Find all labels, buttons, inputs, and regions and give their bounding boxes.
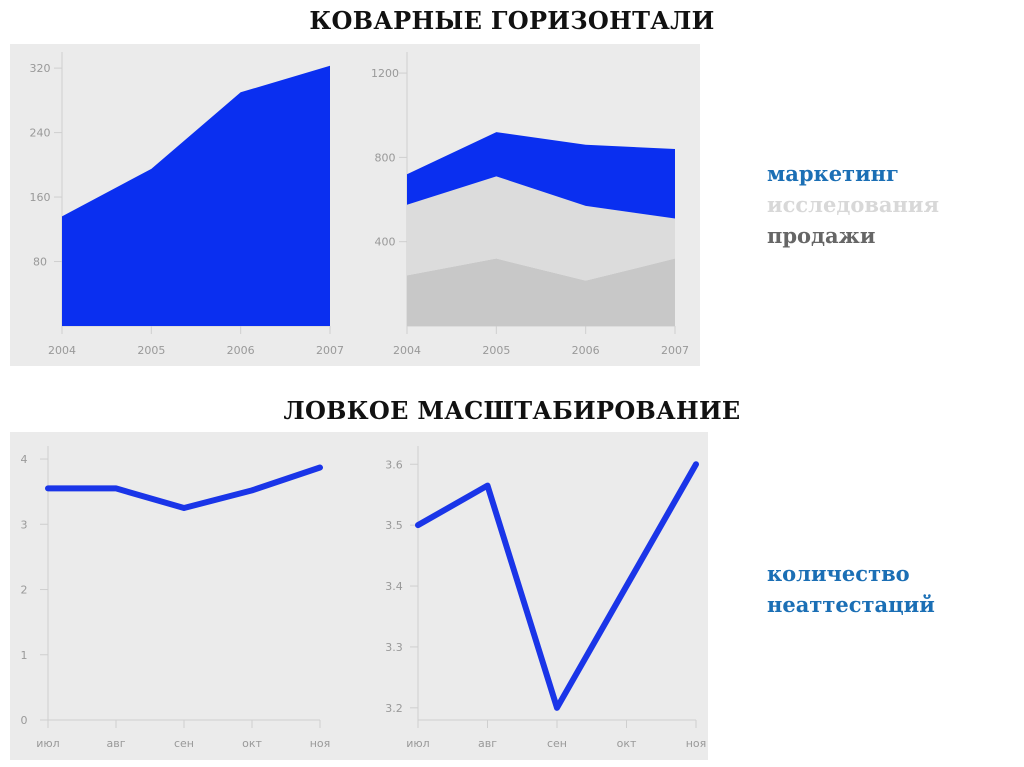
area-chart-single: 80 160 240 320 2004 2005 2006 2007 xyxy=(30,52,344,357)
y-tick-label: 0 xyxy=(21,714,28,727)
chart-panel-top: 80 160 240 320 2004 2005 2006 2007 400 800 1200 20… xyxy=(10,44,700,366)
x-tick-label: сен xyxy=(174,737,194,750)
legend-bottom: количество неаттестаций xyxy=(767,558,935,620)
data-point xyxy=(115,487,117,490)
legend-item-research: исследования xyxy=(767,192,939,217)
area-series-1 xyxy=(407,176,675,281)
y-tick-label: 320 xyxy=(30,62,51,75)
data-point xyxy=(556,706,558,709)
legend-item-count: количество xyxy=(767,561,910,586)
line-series-0 xyxy=(45,464,323,511)
x-tick-label: 2007 xyxy=(316,344,344,357)
data-point xyxy=(417,524,419,527)
x-tick-label: окт xyxy=(617,737,637,750)
data-point xyxy=(486,484,489,487)
x-tick-label: ноя xyxy=(310,737,331,750)
y-tick-label: 3.3 xyxy=(385,641,403,654)
area-series-0 xyxy=(407,258,675,326)
y-tick-label: 3 xyxy=(21,518,28,531)
area-series-0 xyxy=(62,65,330,326)
area-chart-stacked: 400 800 1200 2004 2005 2006 2007 xyxy=(371,52,689,357)
y-tick-label: 400 xyxy=(375,236,396,249)
y-tick-label: 3.6 xyxy=(385,458,403,471)
y-tick-label: 240 xyxy=(30,127,51,140)
area-series-2 xyxy=(407,132,675,219)
y-tick-label: 4 xyxy=(21,453,28,466)
line-series-0 xyxy=(415,461,699,711)
x-tick-label: сен xyxy=(547,737,567,750)
legend-top: маркетинг исследования продажи xyxy=(767,158,939,251)
slide-heading-bottom: ЛОВКОЕ МАСШТАБИРОВАНИЕ xyxy=(283,396,741,425)
x-tick-label: 2004 xyxy=(393,344,421,357)
x-tick-label: 2006 xyxy=(227,344,255,357)
data-point xyxy=(695,463,697,466)
chart-panel-bottom: 0 1 2 3 4 июл авг сен окт ноя 3.2 3.3 3.4 3.5 3.6 июл а… xyxy=(10,432,708,760)
line-chart-full-scale: 0 1 2 3 4 июл авг сен окт ноя xyxy=(21,446,331,750)
y-tick-label: 3.5 xyxy=(385,519,403,532)
x-tick-label: 2006 xyxy=(572,344,600,357)
data-point xyxy=(47,487,49,490)
line-chart-zoomed-scale: 3.2 3.3 3.4 3.5 3.6 июл авг сен окт ноя xyxy=(385,446,707,750)
y-tick-label: 1 xyxy=(21,649,28,662)
legend-item-sales: продажи xyxy=(767,223,876,248)
x-tick-label: 2005 xyxy=(137,344,165,357)
y-tick-label: 3.2 xyxy=(385,702,403,715)
y-tick-label: 2 xyxy=(21,584,28,597)
legend-item-marketing: маркетинг xyxy=(767,161,899,186)
y-tick-label: 80 xyxy=(33,256,47,269)
x-tick-label: ноя xyxy=(686,737,707,750)
slide-heading-top: КОВАРНЫЕ ГОРИЗОНТАЛИ xyxy=(309,6,715,35)
data-point xyxy=(625,585,628,588)
data-point xyxy=(183,506,185,509)
x-tick-label: июл xyxy=(406,737,429,750)
x-tick-label: 2004 xyxy=(48,344,76,357)
x-tick-label: июл xyxy=(36,737,59,750)
x-tick-label: авг xyxy=(106,737,125,750)
x-tick-label: окт xyxy=(242,737,262,750)
legend-item-non-certification: неаттестаций xyxy=(767,592,935,617)
y-tick-label: 3.4 xyxy=(385,580,403,593)
x-tick-label: авг xyxy=(478,737,497,750)
data-point xyxy=(319,466,321,469)
x-tick-label: 2007 xyxy=(661,344,689,357)
x-tick-label: 2005 xyxy=(482,344,510,357)
y-tick-label: 800 xyxy=(375,151,396,164)
y-tick-label: 160 xyxy=(30,191,51,204)
data-point xyxy=(251,489,253,492)
y-tick-label: 1200 xyxy=(371,67,399,80)
